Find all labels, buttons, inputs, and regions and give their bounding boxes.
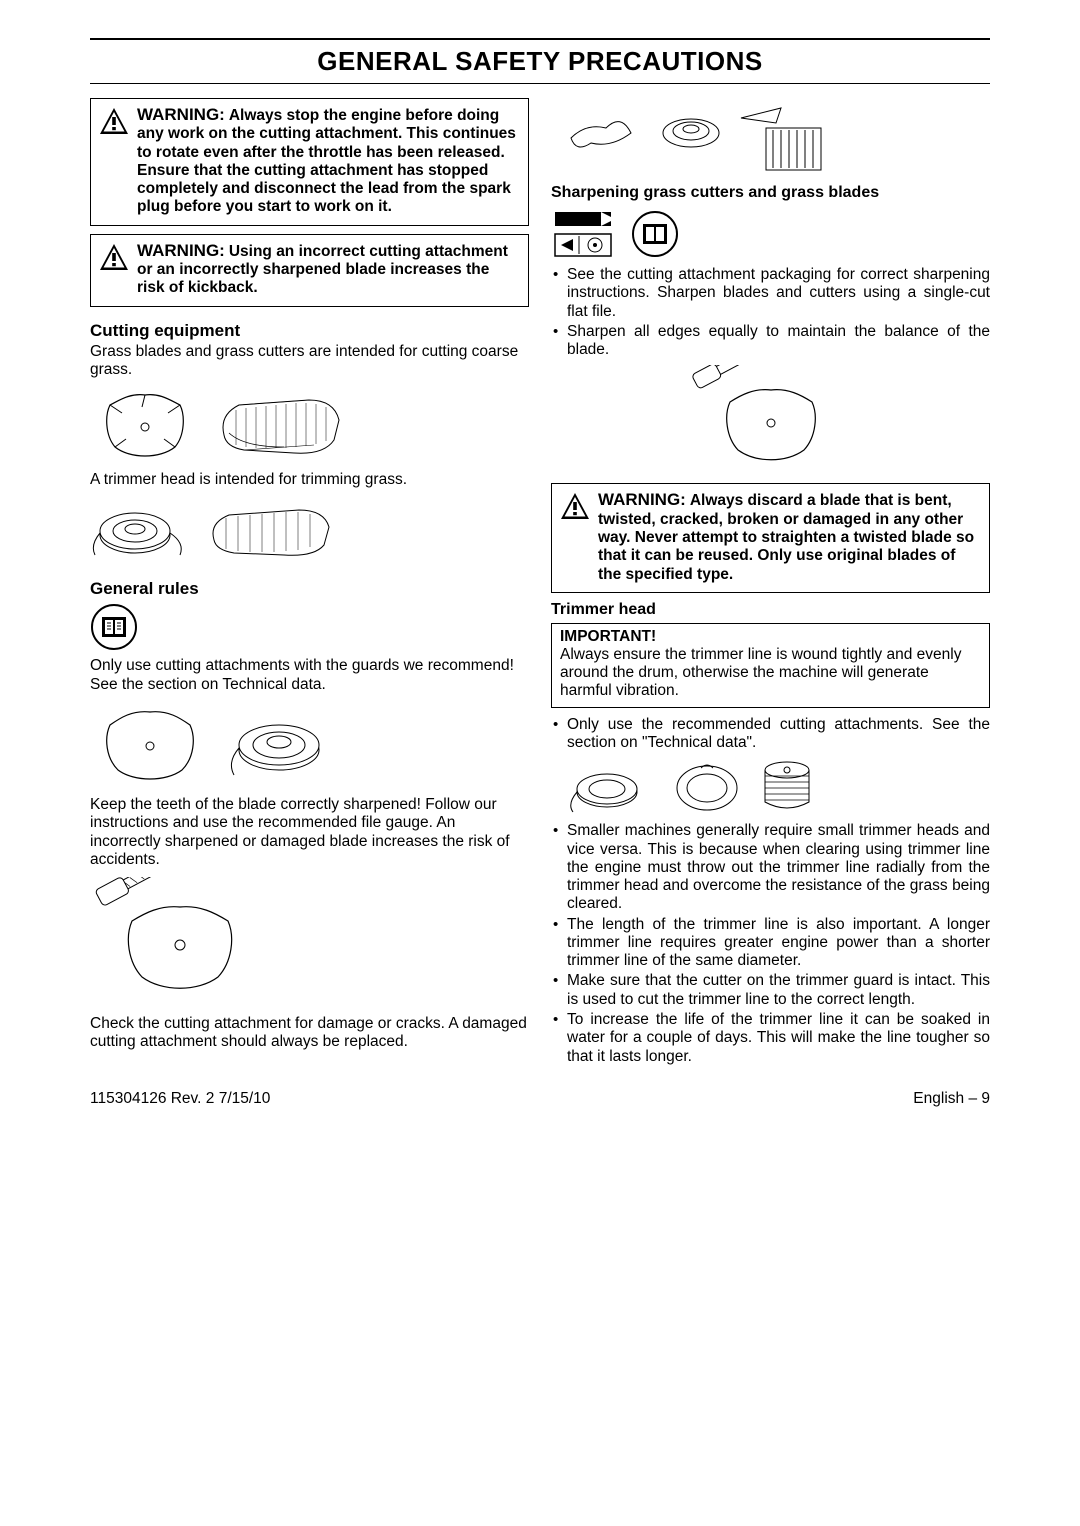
list-item: See the cutting attachment packaging for… <box>551 266 990 321</box>
list-trimmer-1: Only use the recommended cutting attachm… <box>551 716 990 753</box>
warning-box-1: WARNING:Always stop the engine before do… <box>90 98 529 226</box>
list-sharpening: See the cutting attachment packaging for… <box>551 266 990 359</box>
footer-right: English – 9 <box>913 1090 990 1108</box>
text-cutting-p1: Grass blades and grass cutters are inten… <box>90 343 529 380</box>
text-general-p3: Check the cutting attachment for damage … <box>90 1015 529 1052</box>
figure-sharpen-icons <box>551 206 990 262</box>
list-item: The length of the trimmer line is also i… <box>551 916 990 971</box>
list-trimmer-2: Smaller machines generally require small… <box>551 822 990 1066</box>
figure-blade-file-center <box>551 365 990 475</box>
heading-cutting-equipment: Cutting equipment <box>90 321 529 341</box>
text-general-p2: Keep the teeth of the blade correctly sh… <box>90 796 529 869</box>
warning-icon <box>560 492 590 520</box>
warning-label: WARNING: <box>137 105 225 124</box>
figure-blade-and-head <box>90 700 529 790</box>
warning-box-2: WARNING:Using an incorrect cutting attac… <box>90 234 529 307</box>
important-label: IMPORTANT! <box>560 628 981 646</box>
list-item: Make sure that the cutter on the trimmer… <box>551 972 990 1009</box>
page-title: GENERAL SAFETY PRECAUTIONS <box>90 46 990 77</box>
heading-general-rules: General rules <box>90 579 529 599</box>
text-cutting-p2: A trimmer head is intended for trimming … <box>90 471 529 489</box>
footer-left: 115304126 Rev. 2 7/15/10 <box>90 1090 270 1108</box>
warning-label: WARNING: <box>137 241 225 260</box>
warning-icon <box>99 243 129 271</box>
figure-trimmer-parts <box>567 756 990 816</box>
figure-grass-blade-cutter <box>90 385 529 465</box>
important-text: Always ensure the trimmer line is wound … <box>560 646 981 701</box>
list-item: Sharpen all edges equally to maintain th… <box>551 323 990 360</box>
list-item: Only use the recommended cutting attachm… <box>551 716 990 753</box>
list-item: To increase the life of the trimmer line… <box>551 1011 990 1066</box>
important-box: IMPORTANT! Always ensure the trimmer lin… <box>551 623 990 708</box>
text-general-p1: Only use cutting attachments with the gu… <box>90 657 529 694</box>
figure-trimmer-head <box>90 495 529 565</box>
warning-label: WARNING: <box>598 490 686 509</box>
heading-sharpening: Sharpening grass cutters and grass blade… <box>551 184 990 202</box>
warning-icon <box>99 107 129 135</box>
heading-trimmer-head: Trimmer head <box>551 601 990 619</box>
figure-packaging-icons <box>551 98 990 178</box>
figure-manual-icon <box>90 603 529 651</box>
figure-sharpen-blade <box>90 877 529 1007</box>
warning-box-3: WARNING:Always discard a blade that is b… <box>551 483 990 592</box>
list-item: Smaller machines generally require small… <box>551 822 990 913</box>
